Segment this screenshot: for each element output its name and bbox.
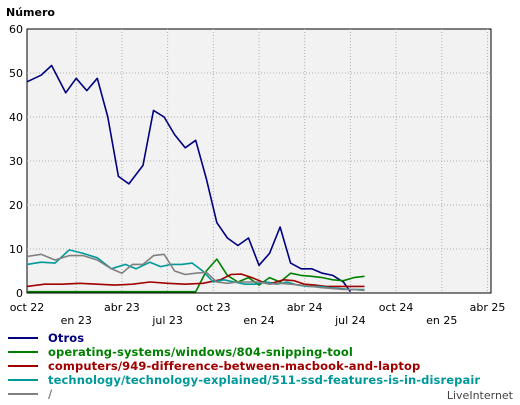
y-axis-label: Número: [6, 6, 55, 19]
x-tick-label: oct 22: [10, 301, 45, 314]
series-line-2: [26, 273, 365, 288]
y-tick-label: 50: [9, 67, 23, 80]
legend-swatch: [8, 351, 38, 353]
x-tick-label: oct 23: [196, 301, 231, 314]
legend-label: computers/949-difference-between-macbook…: [48, 359, 421, 373]
legend-item-otros: Otros: [8, 331, 508, 345]
x-tick-label: jul 24: [334, 314, 366, 327]
y-tick-labels: 0 10 20 30 40 50 60: [9, 23, 23, 300]
legend-item-root: /: [8, 387, 508, 401]
legend-item-macbook-laptop: computers/949-difference-between-macbook…: [8, 359, 508, 373]
x-tick-label: abr 24: [287, 301, 323, 314]
x-tick-label: oct 24: [379, 301, 414, 314]
y-tick-label: 30: [9, 155, 23, 168]
series-lines: [26, 64, 365, 293]
y-tick-label: 0: [16, 287, 23, 300]
x-tick-label: jul 23: [151, 314, 183, 327]
x-tick-label: abr 25: [470, 301, 506, 314]
legend-item-ssd-features: technology/technology-explained/511-ssd-…: [8, 373, 508, 387]
legend-label: Otros: [48, 331, 85, 345]
y-tick-label: 10: [9, 243, 23, 256]
legend-label: /: [48, 387, 53, 401]
brand-watermark: LiveInternet: [446, 389, 513, 402]
legend-swatch: [8, 337, 38, 339]
legend-label: technology/technology-explained/511-ssd-…: [48, 373, 481, 387]
grid-lines: [27, 29, 491, 293]
series-line-1: [27, 258, 365, 293]
x-tick-label: abr 23: [104, 301, 140, 314]
x-tick-label: en 24: [243, 314, 274, 327]
y-tick-label: 40: [9, 111, 23, 124]
x-tick-labels: oct 22 en 23 abr 23 jul 23 oct 23 en 24 abr 24…: [10, 301, 506, 327]
y-tick-label: 60: [9, 23, 23, 36]
series-line-4: [26, 253, 365, 292]
legend-swatch: [8, 365, 38, 367]
legend-label: operating-systems/windows/804-snipping-t…: [48, 345, 353, 359]
legend-swatch: [8, 379, 38, 381]
legend-item-snipping-tool: operating-systems/windows/804-snipping-t…: [8, 345, 508, 359]
legend: Otros operating-systems/windows/804-snip…: [8, 331, 508, 401]
x-tick-label: en 23: [61, 314, 92, 327]
y-tick-label: 20: [9, 199, 23, 212]
series-line-0: [26, 64, 352, 293]
legend-swatch: [8, 393, 38, 395]
x-tick-label: en 25: [426, 314, 457, 327]
